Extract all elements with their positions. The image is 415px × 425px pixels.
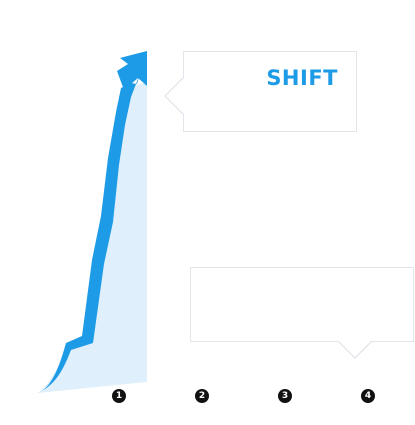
step-3-badge[interactable]: 3 [278,389,292,403]
growth-line [38,71,141,393]
brand-logo: SHIFT [266,66,338,90]
step-4-badge[interactable]: 4 [361,389,375,403]
callout-brand: SHIFT [164,51,357,132]
arrow-up-icon [117,51,147,90]
step-1-badge[interactable]: 1 [112,389,126,403]
growth-area [38,82,147,393]
step-2-badge[interactable]: 2 [195,389,209,403]
callout-empty [190,267,414,359]
